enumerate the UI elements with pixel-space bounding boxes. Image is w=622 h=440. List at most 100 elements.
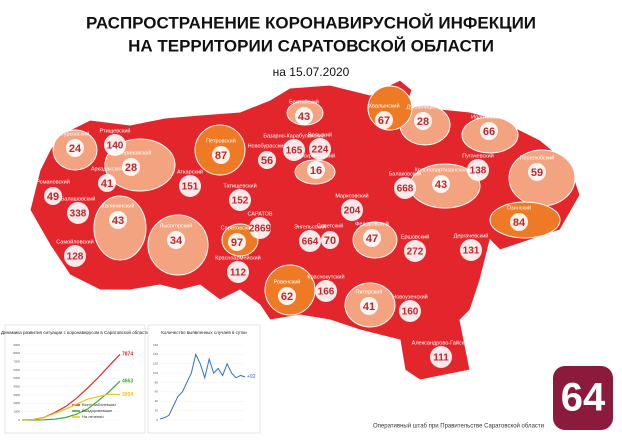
chart-frame bbox=[147, 324, 261, 434]
count-badge bbox=[360, 297, 378, 315]
district-count: 112 bbox=[230, 268, 247, 279]
district-count: 87 bbox=[215, 150, 227, 162]
district-count: 43 bbox=[112, 215, 124, 227]
y-tick-label: 20 bbox=[155, 408, 159, 412]
district-count: 28 bbox=[417, 116, 429, 128]
district-name: Балтайский bbox=[289, 98, 319, 105]
district-name: Советский bbox=[317, 222, 344, 229]
district-name: Калининский bbox=[102, 202, 135, 209]
y-tick-label: 120 bbox=[153, 362, 158, 366]
district-name: Пугачевский bbox=[462, 152, 494, 159]
district-count: 67 bbox=[378, 115, 390, 127]
district-count: 668 bbox=[397, 184, 414, 195]
count-badge bbox=[249, 217, 271, 239]
district-name: САРАТОВ bbox=[247, 211, 272, 217]
district-name: Екатериновский bbox=[110, 149, 151, 156]
district-count: 28 bbox=[125, 162, 137, 174]
footer: Оперативный штаб при Правительстве Сарат… bbox=[373, 423, 544, 430]
district-name: Энгельсский bbox=[294, 223, 326, 230]
district-name: Духовницкий bbox=[406, 103, 439, 110]
count-badge bbox=[510, 213, 528, 231]
district-count: 160 bbox=[402, 307, 419, 318]
district-name: Краснопартизанский bbox=[415, 166, 468, 173]
district-count: 224 bbox=[312, 145, 329, 156]
district-name: Аткарский bbox=[177, 168, 203, 175]
district-name: Балаковский bbox=[389, 170, 422, 177]
series-line bbox=[21, 393, 121, 421]
y-tick-label: 5000 bbox=[13, 376, 20, 380]
count-badge bbox=[212, 146, 230, 164]
district-name: Ершовский bbox=[401, 233, 429, 240]
legend-label: Всего заболевших bbox=[82, 402, 116, 407]
y-tick-label: 60 bbox=[155, 390, 159, 394]
count-badge bbox=[363, 229, 381, 247]
district-name: Турковский bbox=[61, 130, 90, 137]
district-count: 16 bbox=[310, 165, 322, 177]
y-tick-label: 0 bbox=[156, 418, 158, 422]
count-badge bbox=[315, 280, 337, 302]
district-count: 56 bbox=[261, 155, 273, 167]
count-badge bbox=[460, 239, 482, 261]
y-tick-label: 7000 bbox=[13, 359, 20, 363]
district-count: 34 bbox=[170, 235, 183, 247]
count-badge bbox=[229, 189, 251, 211]
count-badge bbox=[64, 245, 86, 267]
district-name: Хвалынский bbox=[368, 102, 399, 109]
district-name: Питерский bbox=[356, 288, 383, 295]
count-badge bbox=[321, 231, 339, 249]
count-badge bbox=[109, 211, 127, 229]
district-count: 165 bbox=[286, 146, 303, 157]
district-count: 49 bbox=[47, 191, 59, 203]
district-count: 204 bbox=[344, 206, 361, 217]
count-badge bbox=[399, 300, 421, 322]
district-count: 152 bbox=[232, 196, 249, 207]
district-name: Новоузенский bbox=[392, 293, 428, 300]
district-name: Петровский bbox=[206, 137, 236, 144]
value-label: +92 bbox=[247, 374, 256, 380]
district-count: 43 bbox=[298, 111, 310, 123]
count-badge bbox=[122, 158, 140, 176]
district-count: 2869 bbox=[249, 224, 272, 235]
legend-label: Выздоровевшие bbox=[82, 408, 113, 413]
district-count: 97 bbox=[231, 237, 243, 249]
count-badge bbox=[404, 240, 426, 262]
count-badge bbox=[432, 175, 450, 193]
logo: 64 bbox=[561, 376, 606, 420]
series-line bbox=[159, 352, 246, 420]
district-name: Аркадакский bbox=[91, 165, 123, 172]
district-name: Базарно-Карабулакский bbox=[263, 132, 324, 139]
date: на 15.07.2020 bbox=[273, 65, 350, 79]
district-name: Марксовский bbox=[335, 192, 368, 199]
chart-title: Количество выявленных случаев в сутки bbox=[161, 330, 247, 335]
district-count: 166 bbox=[318, 287, 335, 298]
count-badge bbox=[66, 139, 84, 157]
y-tick-label: 100 bbox=[153, 371, 158, 375]
district-name: Дергачевский bbox=[454, 232, 489, 239]
district-count: 138 bbox=[470, 166, 487, 177]
logo-badge bbox=[553, 366, 613, 430]
count-badge bbox=[528, 163, 546, 181]
district-name: Балашовский bbox=[61, 195, 96, 202]
district-name: Вольский bbox=[308, 131, 332, 138]
district-count: 338 bbox=[70, 209, 87, 220]
count-badge bbox=[480, 122, 498, 140]
end-label: 7874 bbox=[122, 352, 133, 358]
y-tick-label: 8000 bbox=[13, 351, 20, 355]
count-badge bbox=[283, 139, 305, 161]
district-name: Александрово-Гайский bbox=[412, 339, 470, 346]
count-badge bbox=[278, 287, 296, 305]
y-tick-label: 40 bbox=[155, 399, 159, 403]
district-name: Новобурасский bbox=[248, 142, 287, 149]
chart-title: Динамика развития ситуации с коронавирус… bbox=[1, 329, 149, 335]
district-count: 128 bbox=[67, 252, 84, 263]
district-name: Красноармейский bbox=[215, 254, 261, 261]
district-count: 62 bbox=[281, 291, 293, 303]
series-line bbox=[22, 380, 121, 421]
count-badge bbox=[258, 151, 276, 169]
district-name: Татищевский bbox=[223, 182, 256, 189]
district-count: 131 bbox=[463, 246, 480, 257]
district-count: 43 bbox=[435, 179, 447, 191]
district-count: 111 bbox=[433, 353, 449, 364]
district-name: Романовский bbox=[36, 178, 70, 185]
district-name: Федоровский bbox=[355, 220, 389, 227]
